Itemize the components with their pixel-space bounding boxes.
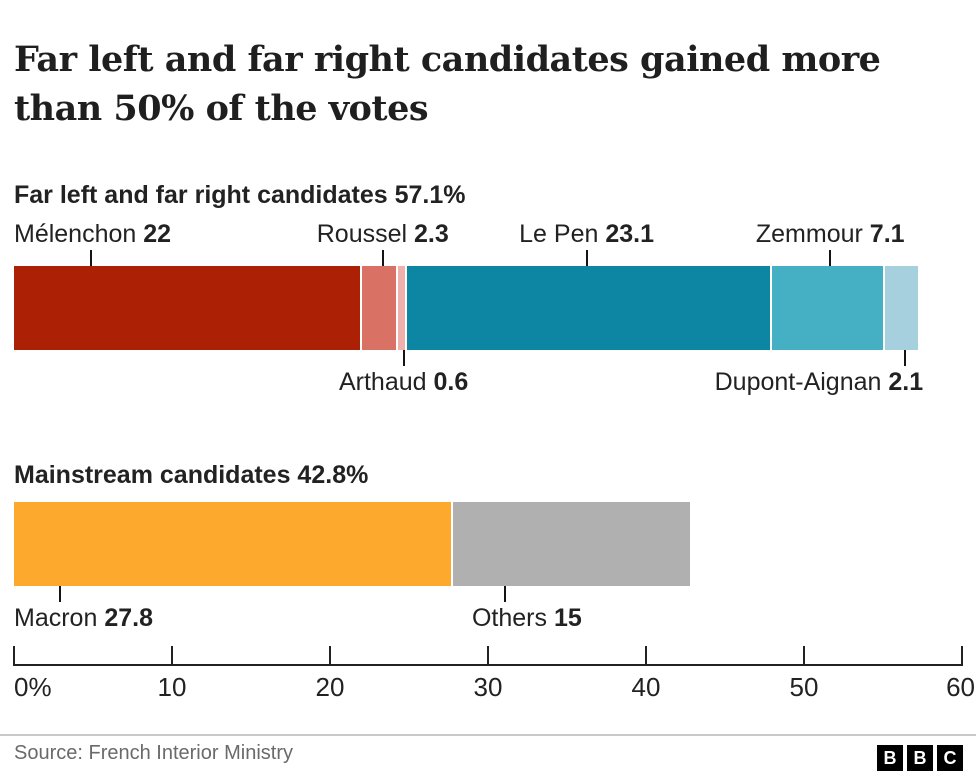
segment-label-value: 22 <box>143 220 172 248</box>
segment-label-name: Arthaud <box>338 368 434 396</box>
x-axis-tick <box>13 646 15 666</box>
labels-above: Mélenchon 22 Roussel 2.3 Le Pen 23.1 Zemmou… <box>14 220 962 250</box>
x-axis-tick-label: 30 <box>473 672 503 702</box>
segment-label-zemmour: Zemmour 7.1 <box>756 220 905 249</box>
x-axis: 0% 10 20 30 40 50 60 <box>13 646 975 706</box>
bar-segment-others <box>453 502 691 586</box>
segment-tick-arthaud <box>402 350 405 366</box>
callout-ticks-below <box>14 586 962 602</box>
group-heading-mainstream: Mainstream candidates 42.8% <box>14 460 369 489</box>
segment-tick-melenchon <box>89 250 92 266</box>
bar-segment-melenchon <box>14 266 362 350</box>
segment-label-name: Others <box>471 604 554 632</box>
segment-label-dupont-aignan: Dupont-Aignan 2.1 <box>715 368 924 397</box>
segment-label-name: Roussel <box>316 220 415 248</box>
segment-tick-roussel <box>381 250 384 266</box>
bar-segment-zemmour <box>772 266 885 350</box>
segment-label-roussel: Roussel 2.3 <box>317 220 449 249</box>
segment-tick-macron <box>59 586 62 602</box>
x-axis-tick <box>487 646 489 666</box>
callout-ticks-below <box>14 350 962 366</box>
segment-label-value: 2.1 <box>888 368 924 396</box>
x-axis-tick <box>328 646 331 666</box>
segment-tick-others <box>504 586 507 602</box>
bar-segment-roussel <box>361 266 398 350</box>
x-axis-tick <box>170 646 173 666</box>
bbc-logo-block: B <box>877 745 903 771</box>
x-axis-tick-label: 40 <box>631 672 661 702</box>
segment-label-name: Zemmour <box>755 220 870 248</box>
callout-ticks-above <box>14 250 962 266</box>
segment-tick-le-pen <box>585 250 588 266</box>
x-axis-tick-label: 0% <box>14 672 52 702</box>
x-axis-tick <box>803 646 805 666</box>
segment-label-name: Macron <box>14 604 105 632</box>
segment-label-name: Dupont-Aignan <box>714 368 889 396</box>
segment-tick-zemmour <box>829 250 832 266</box>
x-axis-tick <box>644 646 647 666</box>
bbc-logo-block: C <box>937 745 963 771</box>
segment-label-value: 15 <box>553 604 582 632</box>
segment-label-value: 2.3 <box>414 220 449 248</box>
segment-label-value: 23.1 <box>605 220 655 248</box>
x-axis-tick-label: 10 <box>157 672 187 702</box>
labels-below: Arthaud 0.6 Dupont-Aignan 2.1 <box>14 368 962 398</box>
chart-title-line: than 50% of the votes <box>14 88 429 130</box>
segment-label-name: Le Pen <box>519 220 606 248</box>
x-axis-tick <box>961 646 963 666</box>
segment-tick-dupont-aignan <box>904 350 907 366</box>
segment-label-others: Others 15 <box>472 604 582 633</box>
segment-label-arthaud: Arthaud 0.6 <box>339 368 468 397</box>
segment-label-value: 7.1 <box>869 220 905 248</box>
labels-below: Macron 27.8 Others 15 <box>14 604 962 634</box>
bbc-logo-block: B <box>907 745 933 771</box>
x-axis-tick-label: 20 <box>315 672 345 702</box>
chart-title: Far left and far right candidates gained… <box>14 35 964 133</box>
stacked-bar-mainstream <box>14 502 962 586</box>
segment-label-value: 27.8 <box>104 604 153 632</box>
bar-segment-arthaud <box>397 266 408 350</box>
bar-segment-dupont-aignan <box>884 266 918 350</box>
group-heading-far: Far left and far right candidates 57.1% <box>14 180 466 209</box>
segment-label-macron: Macron 27.8 <box>14 604 153 633</box>
bar-segment-macron <box>14 502 454 586</box>
group-plot-mainstream: Macron 27.8 Others 15 <box>14 502 962 636</box>
stacked-bar-far <box>14 266 962 350</box>
segment-label-name: Mélenchon <box>14 220 144 248</box>
x-axis-tick-label: 60 <box>946 672 976 702</box>
segment-label-le-pen: Le Pen 23.1 <box>519 220 654 249</box>
segment-label-melenchon: Mélenchon 22 <box>14 220 171 249</box>
chart-title-line: Far left and far right candidates gained… <box>14 39 881 81</box>
segment-label-value: 0.6 <box>433 368 469 396</box>
group-plot-far: Mélenchon 22 Roussel 2.3 Le Pen 23.1 Zemmou… <box>14 220 962 400</box>
source-label: Source: French Interior Ministry <box>14 742 293 764</box>
x-axis-tick-label: 50 <box>789 672 819 702</box>
footer-divider <box>0 734 976 736</box>
bar-segment-le-pen <box>407 266 773 350</box>
